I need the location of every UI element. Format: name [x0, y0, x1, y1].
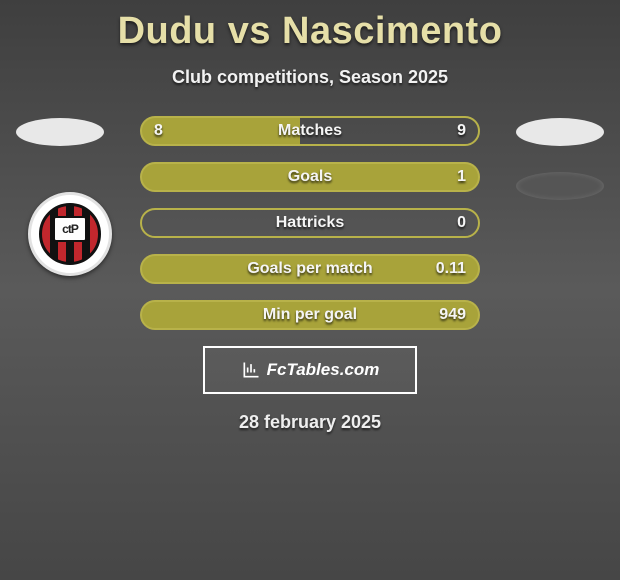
stat-value-right: 0 — [457, 214, 466, 232]
stat-label: Goals — [288, 168, 332, 186]
stat-row: Min per goal 949 — [140, 300, 480, 330]
stat-label: Hattricks — [276, 214, 344, 232]
player-right-placeholder — [516, 118, 604, 146]
stat-value-left: 8 — [154, 122, 163, 140]
stat-value-right: 0.11 — [436, 260, 466, 278]
stat-value-right: 1 — [457, 168, 466, 186]
stat-row: Hattricks 0 — [140, 208, 480, 238]
stat-label: Min per goal — [263, 306, 357, 324]
stat-bars: Matches 8 9 Goals 1 Hattricks 0 Goals per match… — [140, 116, 480, 330]
stat-row: Goals per match 0.11 — [140, 254, 480, 284]
stat-value-right: 949 — [439, 306, 466, 324]
brand-text: FcTables.com — [267, 360, 380, 380]
player-right-shadow — [516, 172, 604, 200]
stat-row: Matches 8 9 — [140, 116, 480, 146]
brand-attribution: FcTables.com — [203, 346, 417, 394]
stat-value-right: 9 — [457, 122, 466, 140]
stat-row: Goals 1 — [140, 162, 480, 192]
club-badge-left: ctP — [28, 192, 112, 276]
date-label: 28 february 2025 — [0, 412, 620, 433]
page-title: Dudu vs Nascimento — [0, 0, 620, 53]
chart-icon — [241, 360, 261, 380]
comparison-panel: ctP Matches 8 9 Goals 1 Hattricks 0 Goals per m… — [0, 116, 620, 433]
stat-label: Matches — [278, 122, 342, 140]
subtitle: Club competitions, Season 2025 — [0, 67, 620, 88]
stat-label: Goals per match — [247, 260, 372, 278]
club-badge-text: ctP — [53, 216, 87, 242]
player-left-placeholder — [16, 118, 104, 146]
